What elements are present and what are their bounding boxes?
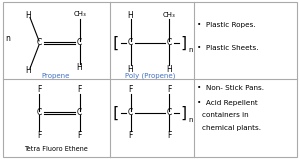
Text: H: H xyxy=(26,66,32,75)
Text: containers in: containers in xyxy=(202,112,248,118)
Text: F: F xyxy=(167,85,172,94)
Text: Propene: Propene xyxy=(41,73,70,79)
Text: H: H xyxy=(76,63,82,72)
Text: C: C xyxy=(128,38,133,47)
Text: Tetra Fluoro Ethene: Tetra Fluoro Ethene xyxy=(24,146,87,152)
Text: C: C xyxy=(167,108,172,117)
Text: C: C xyxy=(36,108,42,117)
Text: H: H xyxy=(26,11,32,20)
Text: C: C xyxy=(167,38,172,47)
Text: C: C xyxy=(77,108,82,117)
Text: n: n xyxy=(5,34,10,43)
Text: ]: ] xyxy=(179,35,188,50)
Text: C: C xyxy=(77,38,82,47)
Text: F: F xyxy=(167,131,172,140)
Text: H: H xyxy=(128,65,134,74)
Text: chemical plants.: chemical plants. xyxy=(202,125,261,131)
Text: [: [ xyxy=(111,105,120,120)
Text: F: F xyxy=(37,131,41,140)
Text: F: F xyxy=(37,85,41,94)
Text: n: n xyxy=(188,47,193,53)
Text: •  Plastic Ropes.: • Plastic Ropes. xyxy=(197,22,256,28)
Text: H: H xyxy=(167,65,172,74)
Text: CH₃: CH₃ xyxy=(163,12,176,18)
Text: C: C xyxy=(36,38,42,47)
Text: F: F xyxy=(77,85,82,94)
Text: C: C xyxy=(128,108,133,117)
Text: [: [ xyxy=(111,35,120,50)
Text: •  Non- Stick Pans.: • Non- Stick Pans. xyxy=(197,85,264,91)
Text: F: F xyxy=(77,131,82,140)
Text: Poly (Propene): Poly (Propene) xyxy=(125,72,175,79)
Text: CH₃: CH₃ xyxy=(73,11,86,17)
Text: F: F xyxy=(128,131,133,140)
Text: H: H xyxy=(128,11,134,20)
Text: F: F xyxy=(128,85,133,94)
Text: ]: ] xyxy=(179,105,188,120)
Text: n: n xyxy=(188,117,193,123)
Text: •  Acid Repellent: • Acid Repellent xyxy=(197,100,258,106)
Text: •  Plastic Sheets.: • Plastic Sheets. xyxy=(197,45,259,51)
